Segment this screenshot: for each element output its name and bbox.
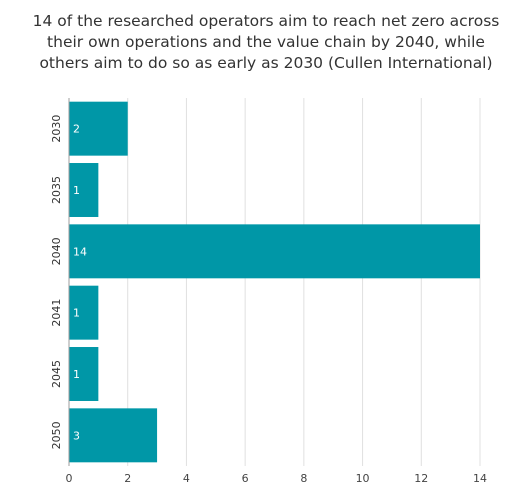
category-label-2050: 2050 [50, 421, 63, 449]
data-label-2045: 1 [73, 368, 80, 381]
bar-2041 [69, 285, 99, 340]
x-tick-label-14: 14 [473, 472, 487, 485]
category-label-2041: 2041 [50, 299, 63, 327]
data-label-2040: 14 [73, 245, 87, 258]
bar-2050 [69, 408, 158, 463]
category-label-2035: 2035 [50, 176, 63, 204]
bars [69, 101, 480, 463]
data-label-2030: 2 [73, 123, 80, 136]
category-label-2030: 2030 [50, 115, 63, 143]
data-label-2035: 1 [73, 184, 80, 197]
grid-lines [127, 98, 481, 466]
x-tick-label-12: 12 [414, 472, 428, 485]
x-tick-label-2: 2 [124, 472, 131, 485]
x-tick-label-0: 0 [66, 472, 73, 485]
x-tick-label-10: 10 [356, 472, 370, 485]
x-tick-label-8: 8 [300, 472, 307, 485]
labels: 0 2 4 6 8 10 12 14 2 2030 1 2035 14 2040 1 2041 1 2045 3 20… [50, 115, 487, 485]
bar-2030 [69, 101, 128, 156]
chart-title: 14 of the researched operators aim to re… [32, 12, 500, 72]
category-label-2040: 2040 [50, 237, 63, 265]
category-label-2045: 2045 [50, 360, 63, 388]
x-tick-label-6: 6 [242, 472, 249, 485]
data-label-2050: 3 [73, 429, 80, 442]
bar-2040 [69, 224, 480, 279]
x-tick-label-4: 4 [183, 472, 190, 485]
bar-2035 [69, 163, 99, 217]
data-label-2041: 1 [73, 307, 80, 320]
bar-2045 [69, 347, 99, 401]
